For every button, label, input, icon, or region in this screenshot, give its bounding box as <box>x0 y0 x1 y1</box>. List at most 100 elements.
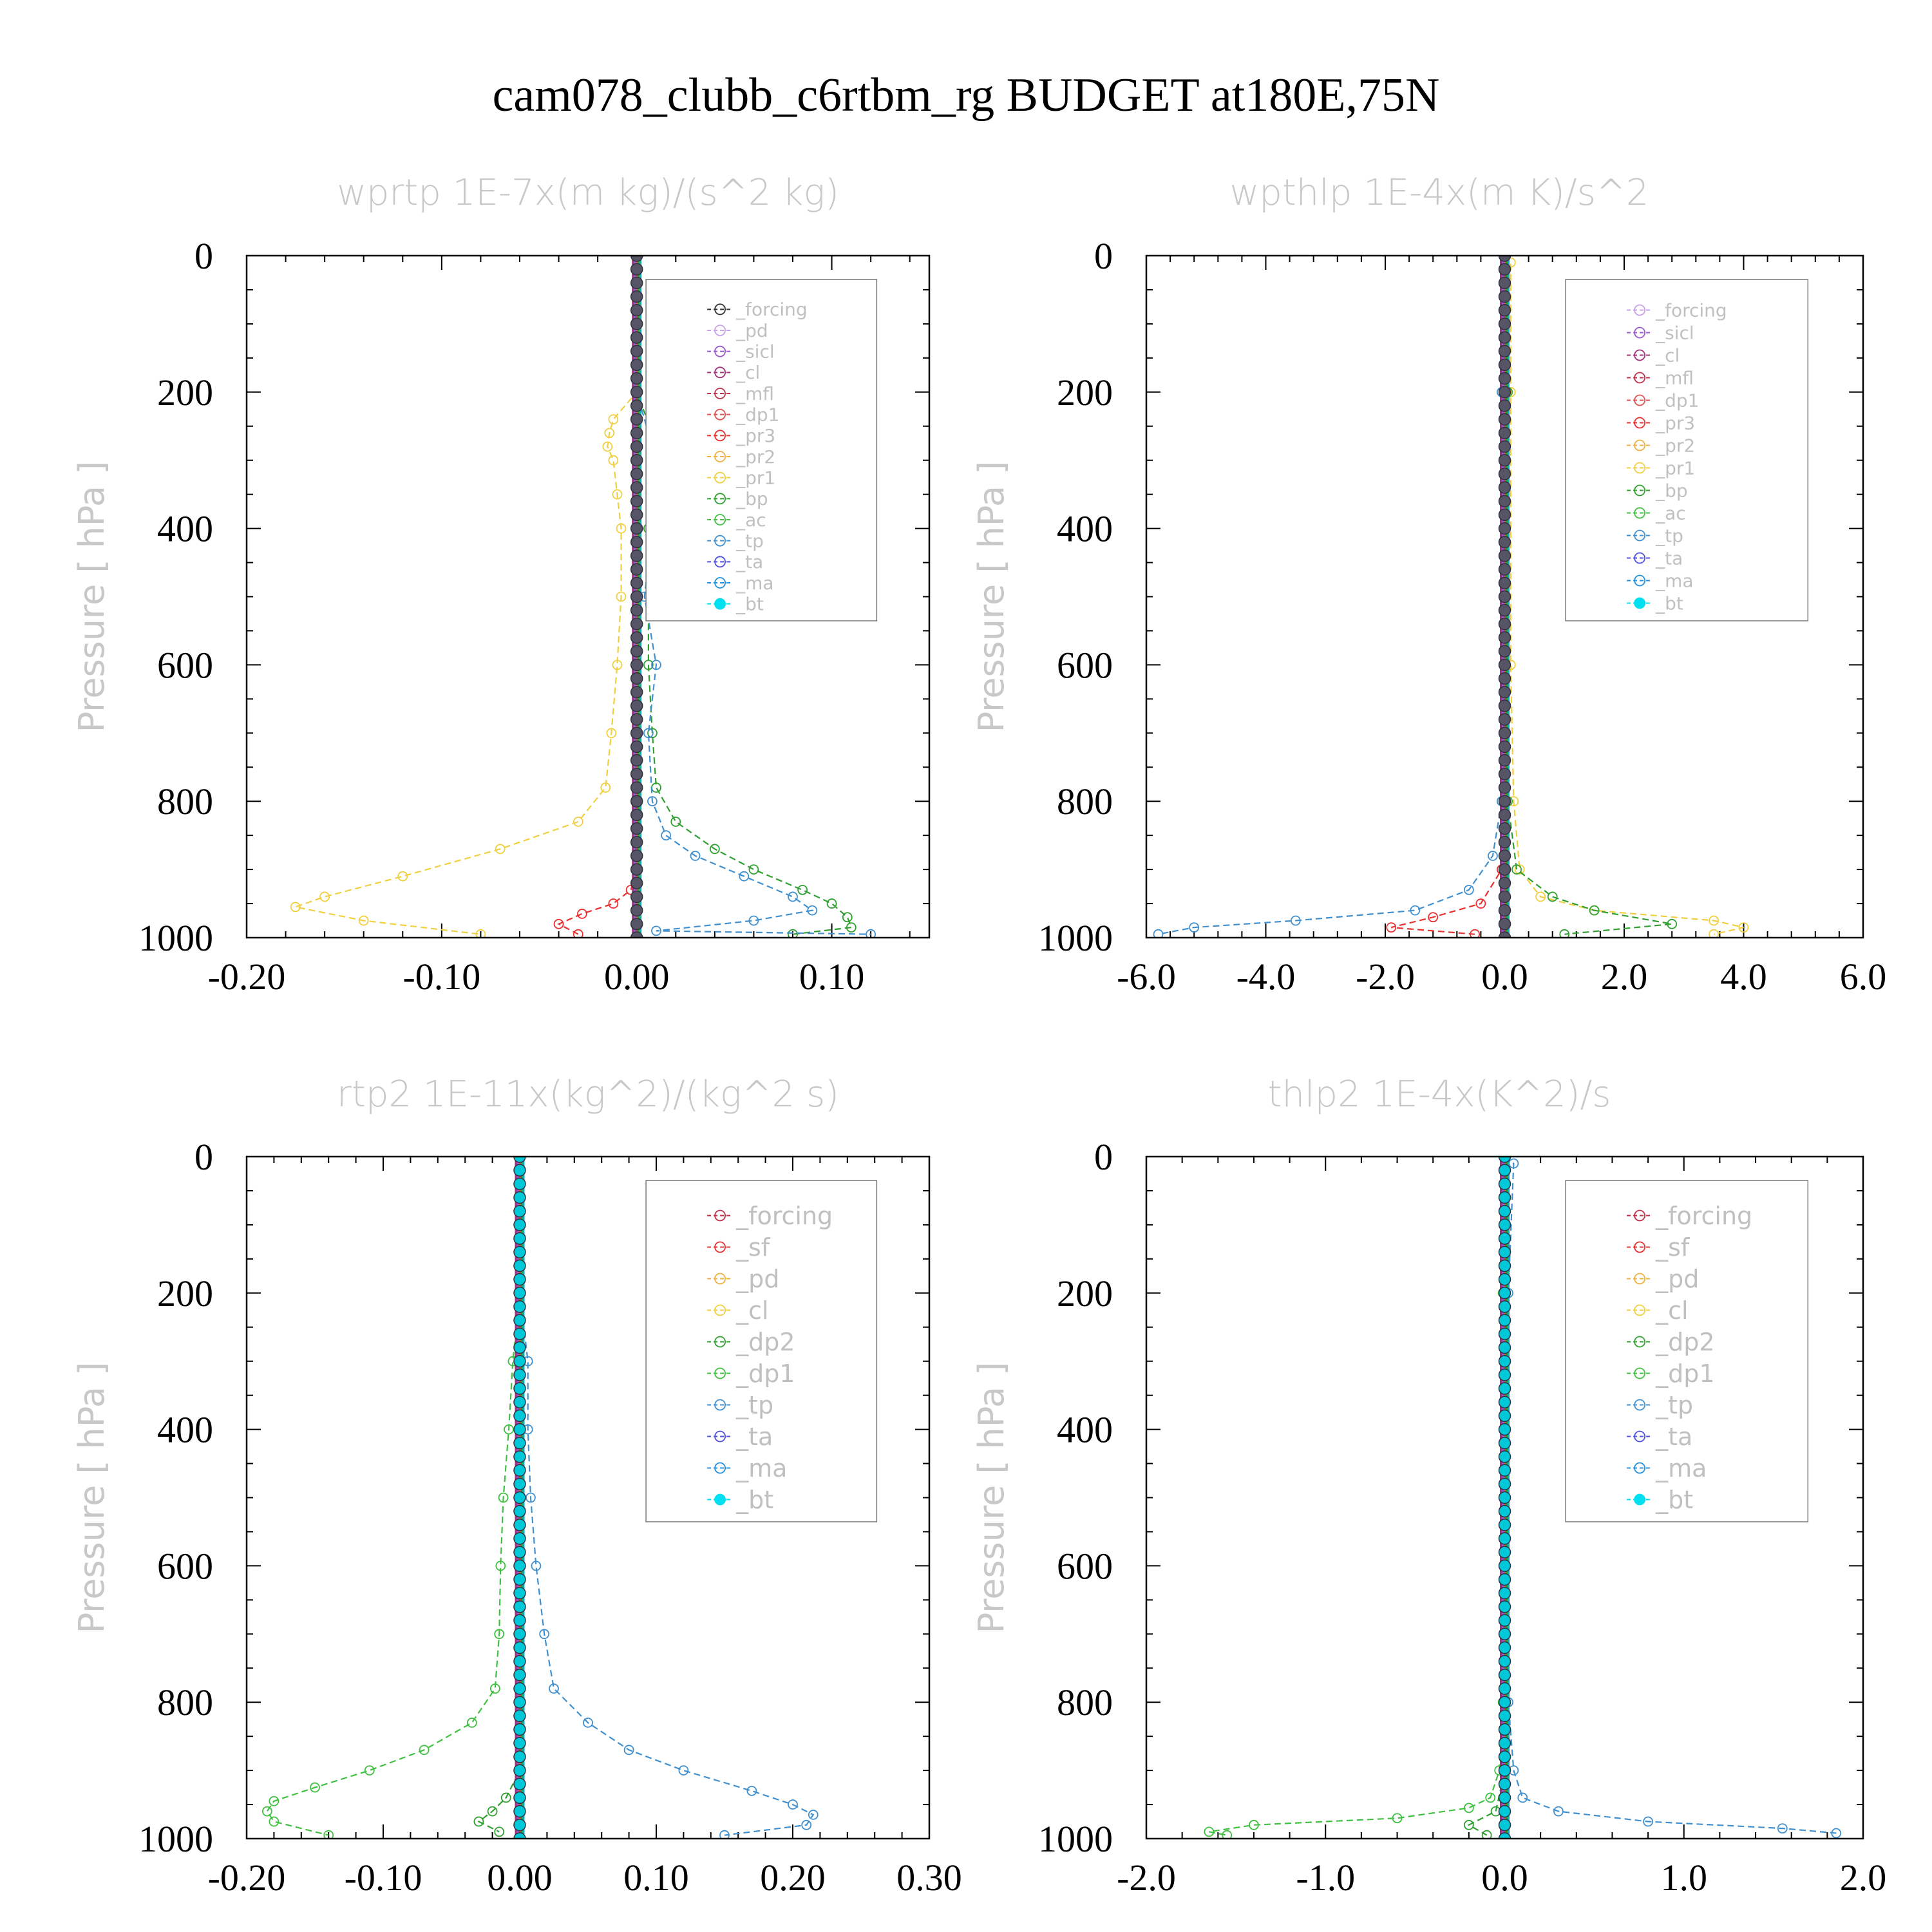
plot-frame <box>245 254 931 939</box>
legend-label: _tp <box>735 1391 773 1419</box>
legend-label: _pr3 <box>735 425 775 446</box>
legend-swatch-marker <box>714 598 726 610</box>
x-tick-label: 0.10 <box>623 1857 689 1899</box>
zero-spine-marker <box>1498 849 1511 862</box>
y-tick-label: 0 <box>194 1136 213 1178</box>
legend-swatch-marker <box>1634 1273 1646 1285</box>
zero-spine-marker <box>1498 1682 1511 1695</box>
zero-spine-marker <box>1498 426 1511 440</box>
legend-label: _pd <box>735 320 768 341</box>
zero-spine-marker <box>630 740 643 753</box>
series-point-ac <box>1392 1813 1403 1824</box>
zero-spine-marker <box>513 1191 526 1204</box>
series-point-tp <box>690 851 701 861</box>
zero-spine-marker <box>513 1396 526 1408</box>
zero-spine-marker <box>513 1477 526 1491</box>
series-point-pr3 <box>1428 912 1439 923</box>
legend-swatch-marker <box>1634 1241 1646 1253</box>
zero-spine-marker <box>630 686 643 699</box>
series-point-pr1 <box>1709 929 1719 938</box>
legend-label: _tp <box>1655 1391 1693 1419</box>
legend-swatch-marker <box>714 577 726 589</box>
series-line-ac <box>266 1157 521 1836</box>
panel-2: wpthlp 1E-4x(m K)/s^2 Pressure [ hPa ] -6.… <box>971 172 1886 998</box>
x-tick-label: -0.20 <box>208 1857 286 1899</box>
series-point-bp <box>647 728 658 739</box>
zero-spine-marker <box>513 1245 526 1259</box>
zero-spine-marker <box>630 468 643 480</box>
zero-spine-marker <box>1498 1641 1511 1654</box>
y-tick-label: 200 <box>1057 1273 1113 1314</box>
zero-spine-marker <box>630 372 643 385</box>
zero-spine-marker <box>1498 1314 1511 1327</box>
y-tick-label: 400 <box>1057 1409 1113 1451</box>
legend-swatch-marker <box>1634 394 1646 406</box>
zero-spine-marker <box>513 1157 526 1163</box>
zero-spine-marker <box>630 413 643 426</box>
zero-spine-marker <box>1498 358 1511 372</box>
legend-swatch-marker <box>714 1304 726 1316</box>
zero-spine-marker <box>630 631 643 644</box>
series-point-pr1 <box>358 915 369 926</box>
legend-label: _pd <box>735 1265 779 1293</box>
series-point-tp <box>1463 884 1474 895</box>
zero-spine-marker <box>630 440 643 453</box>
zero-spine-marker <box>1498 1723 1511 1736</box>
series-point-tp <box>788 891 798 902</box>
figure-title: cam078_clubb_c6rtbm_rg BUDGET at180E,75N <box>493 69 1440 122</box>
series-point-ac <box>494 1629 505 1640</box>
zero-spine-marker <box>1498 1164 1511 1177</box>
zero-spine-marker <box>513 1437 526 1450</box>
y-tick-label: 400 <box>1057 508 1113 550</box>
zero-spine-marker <box>1498 1491 1511 1504</box>
series-line-ac <box>1209 1157 1506 1836</box>
legend-swatch-marker <box>714 471 726 484</box>
series-point-bp <box>500 1792 511 1803</box>
series-point-pr1 <box>612 659 623 670</box>
legend-label: _ma <box>735 1454 787 1482</box>
legend-box <box>1565 1180 1809 1522</box>
series-point-tp <box>651 925 661 936</box>
zero-spine-marker <box>1498 522 1511 535</box>
zero-spine-marker <box>513 1832 526 1839</box>
series-point-pr1 <box>573 817 583 827</box>
series-line-tp <box>1158 256 1506 935</box>
legend-label: _ta <box>1655 547 1683 569</box>
legend-swatch-marker <box>714 1241 726 1253</box>
series-point-pr1 <box>600 782 611 793</box>
legend-swatch-marker <box>1634 1367 1646 1379</box>
zero-spine-marker <box>1498 1764 1511 1777</box>
series-point-pr1 <box>1535 891 1546 902</box>
zero-spine-marker <box>1498 1396 1511 1408</box>
series-point-pr3 <box>553 918 564 929</box>
zero-spine-marker <box>630 795 643 808</box>
zero-spine-marker <box>513 1777 526 1791</box>
series-point-ac <box>269 1795 279 1806</box>
x-tick-label: -6.0 <box>1117 956 1176 998</box>
series-point-pr1 <box>616 591 627 602</box>
series-point-bp <box>1511 864 1522 875</box>
legend-label: _pr2 <box>1655 435 1695 456</box>
zero-spine-marker <box>513 1341 526 1354</box>
series-line-pr3 <box>1391 256 1506 935</box>
zero-spine-marker <box>513 1532 526 1545</box>
legend-label: _ta <box>1655 1423 1692 1451</box>
zero-spine-marker <box>513 1218 526 1231</box>
zero-spine-marker <box>1498 303 1511 317</box>
legend-swatch-marker <box>714 408 726 421</box>
series-point-bp <box>1559 929 1570 938</box>
panels-group: wprtp 1E-7x(m kg)/(s^2 kg) Pressure [ hPa… <box>71 172 1886 1899</box>
series-point-tp <box>678 1765 689 1776</box>
series-point-tp <box>739 871 750 882</box>
series-point-bp <box>826 898 837 909</box>
zero-spine-marker <box>1498 1504 1511 1518</box>
zero-spine-marker <box>513 1641 526 1654</box>
zero-spine-marker <box>513 1177 526 1191</box>
panel-title: rtp2 1E-11x(kg^2)/(kg^2 s) <box>337 1074 839 1115</box>
zero-spine-marker <box>513 1354 526 1368</box>
y-tick-label: 0 <box>1094 1136 1113 1178</box>
zero-spine-marker <box>630 931 643 938</box>
y-tick-label: 400 <box>157 508 213 550</box>
zero-spine-marker <box>1498 1191 1511 1204</box>
series-point-bp <box>643 659 654 670</box>
